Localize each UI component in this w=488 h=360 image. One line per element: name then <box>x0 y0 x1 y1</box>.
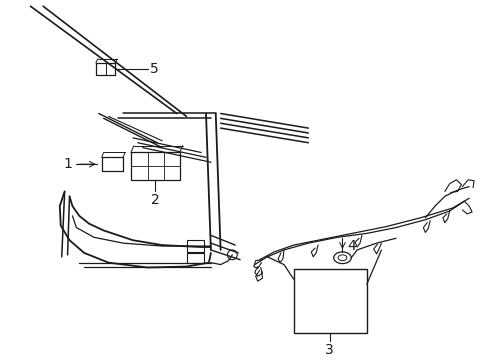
Ellipse shape <box>337 255 346 261</box>
Bar <box>293 269 366 333</box>
Text: 5: 5 <box>150 62 159 76</box>
Bar <box>186 240 203 252</box>
Text: 2: 2 <box>151 193 160 207</box>
Text: 4: 4 <box>346 239 355 253</box>
Bar <box>186 253 203 263</box>
Ellipse shape <box>333 252 350 264</box>
Text: 3: 3 <box>325 343 333 356</box>
Text: 1: 1 <box>63 157 72 171</box>
